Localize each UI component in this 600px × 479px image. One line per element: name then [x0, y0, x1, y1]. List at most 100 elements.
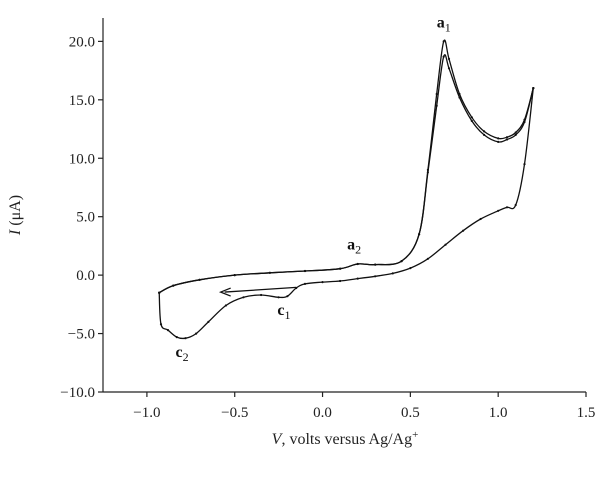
y-axis-unit: (μA)	[7, 195, 24, 230]
series-point-2	[356, 262, 359, 266]
series-point-3	[409, 267, 412, 270]
peak-letter: a	[347, 236, 355, 253]
series-point-2	[426, 171, 429, 174]
series-point-3	[207, 320, 210, 323]
voltammogram-curves	[158, 39, 535, 340]
series-point-2	[483, 133, 486, 136]
series-point-3	[260, 293, 263, 297]
series-point-2	[339, 267, 342, 270]
x-tick-label: 0.0	[313, 405, 332, 421]
peak-subscript: 2	[355, 242, 361, 256]
series-line-2	[158, 54, 534, 294]
y-tick-label: −5.0	[68, 327, 95, 343]
peak-subscript: 2	[183, 350, 189, 364]
x-tick-label: 0.5	[401, 405, 420, 421]
series-point-2	[442, 55, 445, 58]
series-point-2	[400, 260, 403, 263]
series-point-3	[286, 295, 289, 298]
x-tick-label: −1.0	[133, 405, 160, 421]
y-tick-label: −10.0	[60, 385, 95, 401]
arrow-head	[218, 287, 231, 297]
peak-subscript: 1	[284, 308, 290, 322]
peak-label-a2: a2	[347, 236, 361, 256]
series-point-3	[374, 275, 377, 278]
y-axis-var: I	[7, 229, 24, 236]
series-point-1	[514, 131, 517, 134]
series-point-3	[195, 332, 198, 335]
series-point-3	[514, 203, 517, 207]
series-point-2	[303, 269, 307, 273]
series-point-3	[184, 337, 187, 340]
y-tick-label: 0.0	[76, 268, 95, 284]
series-point-2	[505, 138, 509, 141]
series-point-2	[470, 119, 473, 122]
series-point-3	[444, 243, 447, 246]
series-point-1	[505, 136, 509, 139]
series-point-2	[172, 284, 175, 287]
series-point-3	[303, 282, 307, 285]
series-point-2	[523, 120, 526, 124]
plot-frame	[102, 18, 586, 393]
arrow-shaft	[224, 286, 297, 293]
peak-subscript: 1	[445, 20, 451, 34]
x-axis-superscript: +	[412, 429, 418, 441]
peak-label-c2: c2	[175, 344, 188, 364]
series-point-3	[479, 217, 482, 221]
scan-direction-arrow	[218, 286, 297, 297]
series-point-1	[442, 40, 445, 43]
x-tick-label: 1.0	[489, 405, 508, 421]
peak-label-a1: a1	[437, 14, 451, 34]
series-point-3	[356, 277, 359, 280]
peak-label-c1: c1	[277, 302, 290, 322]
series-point-3	[242, 296, 245, 299]
series-point-3	[166, 329, 170, 332]
series-line-1	[158, 39, 534, 294]
y-axis-title: I (μA)	[7, 195, 24, 236]
series-point-3	[175, 336, 178, 339]
series-point-3	[505, 206, 509, 209]
y-tick-label: 5.0	[76, 210, 95, 226]
x-axis-rest: , volts versus Ag/Ag	[281, 431, 412, 448]
series-point-1	[447, 57, 451, 61]
series-point-2	[198, 278, 201, 281]
series-point-3	[277, 296, 280, 299]
series-point-2	[435, 104, 438, 107]
series-point-3	[426, 257, 429, 260]
series-point-2	[497, 140, 500, 143]
series-point-2	[447, 67, 451, 70]
series-point-3	[391, 272, 394, 275]
series-point-2	[374, 263, 377, 266]
series-point-3	[532, 87, 535, 90]
y-tick-label: 15.0	[69, 93, 95, 109]
y-tick-label: 20.0	[69, 34, 95, 50]
series-line-3	[158, 88, 534, 340]
series-point-1	[483, 130, 486, 133]
series-point-2	[514, 133, 517, 136]
series-point-3	[497, 209, 500, 212]
series-point-3	[224, 304, 227, 307]
series-point-2	[418, 233, 421, 236]
series-point-1	[470, 116, 473, 119]
series-point-3	[462, 229, 465, 232]
series-point-2	[458, 96, 461, 99]
peak-letter: c	[277, 302, 284, 319]
peak-letter: c	[175, 344, 182, 361]
x-axis-var: V	[272, 431, 284, 448]
peak-letter: a	[437, 14, 445, 31]
x-axis-title: V, volts versus Ag/Ag+	[272, 429, 419, 448]
axis-ticks: −1.0 −0.5 0.0 0.5 1.0 1.5 −10.0 −5.0 0.0 5.0 10.0 1…	[60, 34, 595, 421]
series-point-2	[268, 271, 271, 274]
series-point-3	[339, 279, 342, 283]
series-point-3	[523, 163, 526, 166]
series-point-3	[158, 291, 161, 294]
series-point-3	[321, 281, 324, 284]
y-tick-label: 10.0	[69, 151, 95, 167]
series-point-3	[159, 323, 163, 326]
series-point-1	[435, 92, 438, 96]
series-point-2	[233, 274, 236, 277]
x-tick-label: 1.5	[577, 405, 596, 421]
x-tick-label: −0.5	[221, 405, 248, 421]
series-point-1	[497, 137, 500, 140]
